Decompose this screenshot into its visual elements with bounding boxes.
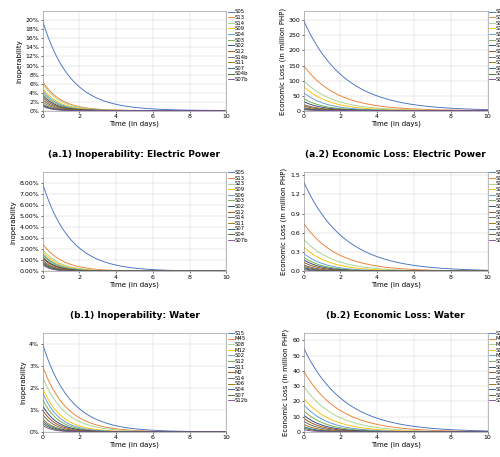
X-axis label: Time (in days): Time (in days) (110, 442, 160, 448)
Text: (b.1) Inoperability: Water: (b.1) Inoperability: Water (70, 311, 200, 320)
X-axis label: Time (in days): Time (in days) (370, 121, 420, 127)
Legend: S15, M45, S08, M12, S02, S12, S11, M2, S14, S06, S04, S07, S12b: S15, M45, S08, M12, S02, S12, S11, M2, S… (228, 331, 248, 404)
Y-axis label: Economic Loss (in million PHP): Economic Loss (in million PHP) (283, 329, 290, 436)
X-axis label: Time (in days): Time (in days) (110, 281, 160, 287)
Y-axis label: Economic Loss (in million PHP): Economic Loss (in million PHP) (279, 7, 285, 115)
Text: (a.1) Inoperability: Electric Power: (a.1) Inoperability: Electric Power (48, 150, 220, 159)
Y-axis label: Inoperability: Inoperability (10, 200, 16, 244)
Text: (a.2) Economic Loss: Electric Power: (a.2) Economic Loss: Electric Power (305, 150, 486, 159)
X-axis label: Time (in days): Time (in days) (370, 442, 420, 448)
Legend: S05, S13, S23, S09, S06, S03, S02, S12, S14, S11, S07, S04, S07b: S05, S13, S23, S09, S06, S03, S02, S12, … (228, 170, 248, 243)
Legend: S05, S13, S14, S09, S04, S03, S02, S12, S14b, S11, S07, S04b, S07b: S05, S13, S14, S09, S04, S03, S02, S12, … (228, 10, 248, 82)
Legend: S04, S10, S03, S13, S05, S06, S11, S01, S06b, S12, S04b, S14, S08: S04, S10, S03, S13, S05, S06, S11, S01, … (490, 10, 500, 82)
Text: (b.2) Economic Loss: Water: (b.2) Economic Loss: Water (326, 311, 465, 320)
Y-axis label: Inoperability: Inoperability (20, 361, 26, 404)
Y-axis label: Inoperability: Inoperability (16, 39, 22, 83)
X-axis label: Time (in days): Time (in days) (110, 121, 160, 127)
X-axis label: Time (in days): Time (in days) (370, 281, 420, 287)
Legend: S1, M45, M12, S08, M2, S12, S02, S07, S11, S14, S04, S06, S12b: S1, M45, M12, S08, M2, S12, S02, S07, S1… (490, 331, 500, 404)
Legend: S06, S05, S03, S04, S09, S08, S07, S02, S11, S07b, S01, S04b, S08b: S06, S05, S03, S04, S09, S08, S07, S02, … (490, 170, 500, 243)
Y-axis label: Economic Loss (in million PHP): Economic Loss (in million PHP) (281, 168, 287, 275)
